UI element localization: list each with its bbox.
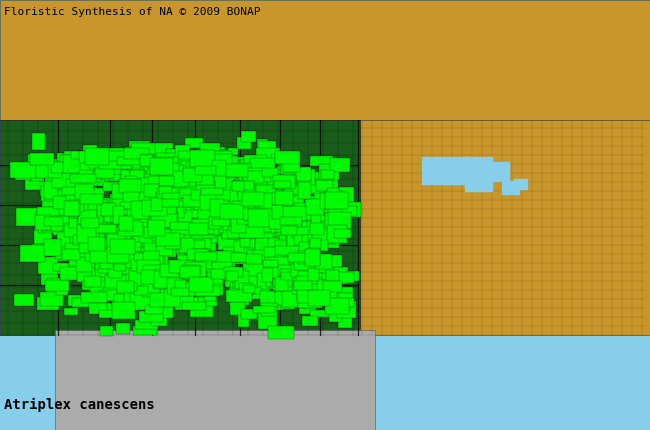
Bar [0, 0, 650, 120]
Bar [55, 330, 375, 430]
Bar [465, 157, 493, 192]
Bar [488, 162, 510, 182]
Bar [0, 120, 360, 335]
Text: Atriplex canescens: Atriplex canescens [4, 398, 155, 412]
Bar [422, 157, 472, 185]
Bar [502, 181, 520, 195]
Bar [358, 120, 650, 335]
Bar [514, 179, 528, 190]
Text: Floristic Synthesis of NA © 2009 BONAP: Floristic Synthesis of NA © 2009 BONAP [4, 7, 261, 17]
